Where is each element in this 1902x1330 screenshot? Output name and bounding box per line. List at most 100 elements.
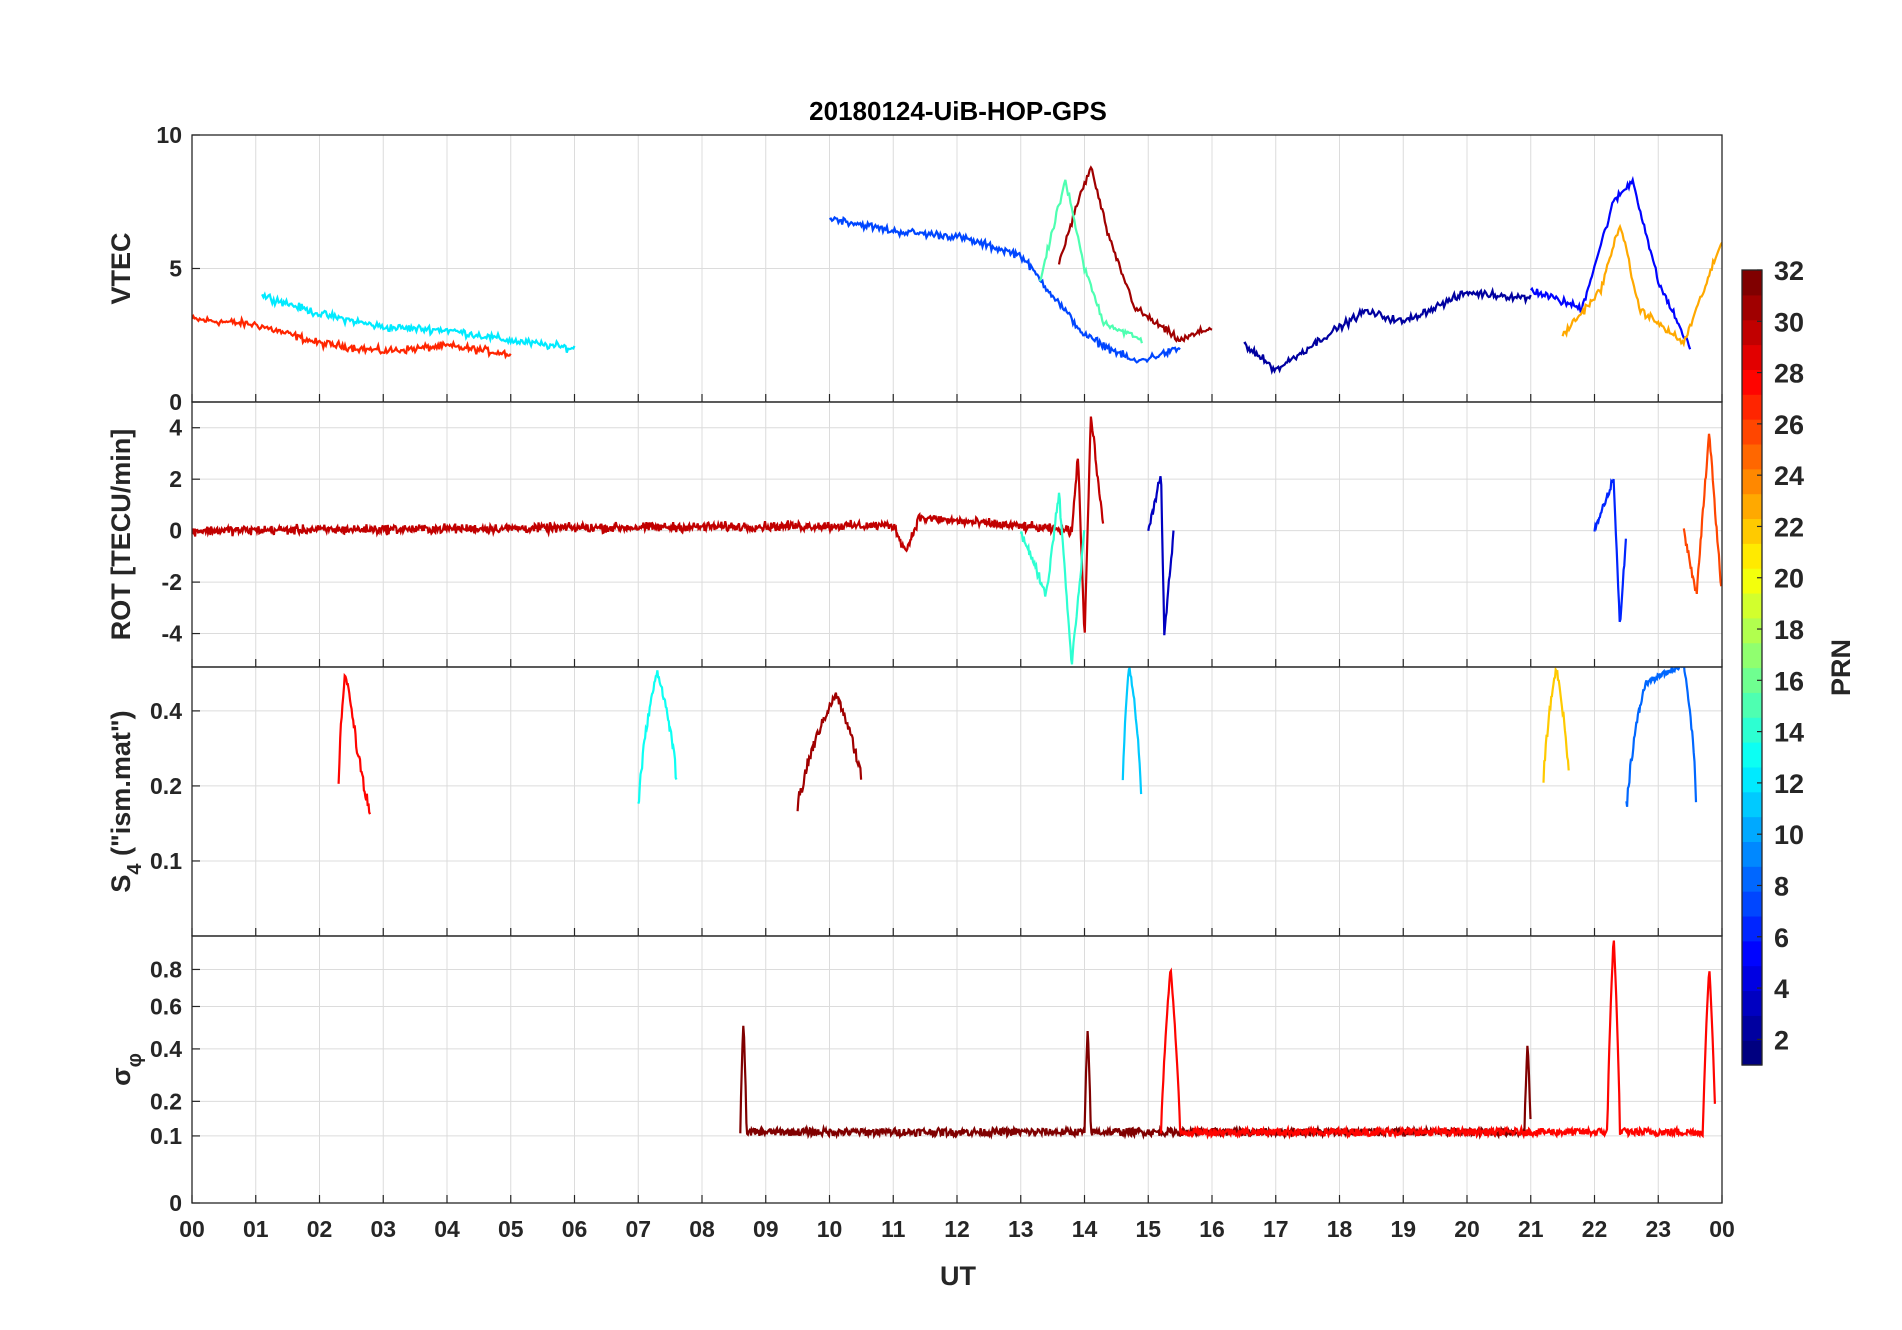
y-tick-label: 0.1 xyxy=(150,848,182,874)
y-tick-label: 0.4 xyxy=(150,698,182,724)
vtec-series-prn-7 xyxy=(829,215,1181,364)
colorbar-swatch xyxy=(1742,965,1762,992)
colorbar-swatch xyxy=(1742,642,1762,669)
y-tick-label: 0.6 xyxy=(150,993,182,1019)
colorbar-swatch xyxy=(1742,816,1762,843)
x-tick-label: 17 xyxy=(1263,1216,1289,1242)
colorbar-swatch xyxy=(1742,667,1762,693)
x-tick-label: 01 xyxy=(243,1216,269,1242)
s4-panel: 0.1 0.2 0.4S4 ("ism.mat") xyxy=(106,666,1723,937)
y-tick-label: 0.1 xyxy=(150,1123,182,1149)
vtec-traces xyxy=(192,165,1722,376)
x-tick-label: 08 xyxy=(689,1216,715,1242)
colorbar-tick-label: 8 xyxy=(1774,871,1789,901)
colorbar-swatch xyxy=(1742,841,1762,867)
colorbar-swatch xyxy=(1742,319,1762,346)
y-tick-label: 0.8 xyxy=(150,956,182,982)
x-tick-label: 11 xyxy=(881,1216,906,1242)
colorbar-tick-label: 4 xyxy=(1774,974,1789,1004)
s4-traces xyxy=(337,667,1698,815)
s4-series-prn-22 xyxy=(1542,667,1570,783)
vtec-series-prn-27 xyxy=(192,313,512,360)
colorbar-swatch xyxy=(1742,717,1762,743)
x-tick-label: 19 xyxy=(1390,1216,1416,1242)
vtec-series-prn-5 xyxy=(1529,175,1692,350)
sigma-traces xyxy=(739,940,1716,1140)
x-tick-label: 03 xyxy=(370,1216,396,1242)
y-tick-label: 0 xyxy=(169,1190,182,1216)
colorbar-swatch xyxy=(1742,915,1762,942)
s4-series-prn-8 xyxy=(1625,667,1698,807)
x-tick-label: 18 xyxy=(1327,1216,1353,1242)
s4-series-prn-31 xyxy=(796,692,863,812)
colorbar-tick-label: 10 xyxy=(1774,820,1804,850)
rot-series-prn-26 xyxy=(1682,433,1722,595)
x-tick-label: 21 xyxy=(1518,1216,1544,1242)
rot-series-prn-6 xyxy=(1593,478,1627,623)
vtec-series-prn-23 xyxy=(1561,223,1722,348)
colorbar-swatch xyxy=(1742,294,1762,321)
vtec-series-prn-2 xyxy=(1243,286,1532,376)
s4-series-prn-11 xyxy=(1121,667,1143,795)
x-tick-label: 02 xyxy=(307,1216,333,1242)
colorbar-swatch xyxy=(1742,940,1762,967)
colorbar-tick-label: 16 xyxy=(1774,666,1804,696)
x-tick-label: 09 xyxy=(753,1216,779,1242)
colorbar-swatch xyxy=(1742,518,1762,544)
colorbar-swatch xyxy=(1742,617,1762,644)
colorbar-swatch xyxy=(1742,866,1762,892)
colorbar-tick-label: 14 xyxy=(1774,718,1804,748)
chart-title: 20180124-UiB-HOP-GPS xyxy=(809,96,1107,126)
colorbar-swatch xyxy=(1742,1040,1762,1066)
y-tick-label: -4 xyxy=(162,621,183,647)
y-tick-label: 2 xyxy=(169,466,182,492)
colorbar-tick-label: 6 xyxy=(1774,923,1789,953)
x-axis-label: UT xyxy=(940,1261,976,1291)
y-tick-label: 5 xyxy=(169,256,182,282)
colorbar-swatch xyxy=(1742,692,1762,718)
colorbar-swatch xyxy=(1742,419,1762,445)
x-tick-label: 23 xyxy=(1645,1216,1671,1242)
colorbar-swatch xyxy=(1742,394,1762,420)
colorbar-swatch xyxy=(1742,766,1762,793)
vtec-y-label: VTEC xyxy=(106,232,136,304)
colorbar-swatch xyxy=(1742,891,1762,917)
colorbar-swatch xyxy=(1742,543,1762,569)
x-tick-label: 05 xyxy=(498,1216,524,1242)
colorbar-tick-label: 22 xyxy=(1774,512,1804,542)
colorbar-frame xyxy=(1741,269,1763,1066)
s4-y-label: S4 ("ism.mat") xyxy=(106,710,146,892)
s4-series-prn-13 xyxy=(637,670,678,804)
colorbar-tick-label: 20 xyxy=(1774,564,1804,594)
vtec-series-prn-12 xyxy=(261,291,576,353)
x-tick-label: 07 xyxy=(625,1216,651,1242)
x-tick-label: 13 xyxy=(1008,1216,1034,1242)
rot-panel: -4 -2 0 2 4 ROT [TECU/min] xyxy=(106,401,1723,668)
y-tick-label: 4 xyxy=(169,415,182,441)
x-tick-label: 00 xyxy=(1709,1216,1735,1242)
colorbar-tick-label: 2 xyxy=(1774,1025,1789,1055)
colorbar-swatch xyxy=(1742,990,1762,1016)
colorbar-swatch xyxy=(1742,344,1762,370)
sigma-y-label: σφ xyxy=(106,1053,146,1086)
x-tick-label: 12 xyxy=(944,1216,970,1242)
sigma-series-prn-32 xyxy=(739,1025,1532,1140)
y-tick-label: 0 xyxy=(169,518,182,544)
colorbar-tick-label: 26 xyxy=(1774,410,1804,440)
y-tick-label: 0.2 xyxy=(150,1088,182,1114)
colorbar-swatch xyxy=(1742,369,1762,395)
rot-series-prn-30 xyxy=(192,416,1105,633)
rot-traces xyxy=(192,416,1722,665)
y-tick-label: 0.2 xyxy=(150,773,182,799)
x-tick-label: 10 xyxy=(817,1216,843,1242)
s4-series-prn-28 xyxy=(337,672,372,815)
colorbar-swatch xyxy=(1742,742,1762,768)
y-tick-label: 0.4 xyxy=(150,1036,182,1062)
vtec-series-prn-15 xyxy=(1038,179,1143,344)
colorbar-tick-label: 30 xyxy=(1774,307,1804,337)
x-tick-label: 15 xyxy=(1135,1216,1161,1242)
vtec-series-prn-31 xyxy=(1057,165,1213,343)
colorbar-tick-label: 24 xyxy=(1774,461,1804,491)
